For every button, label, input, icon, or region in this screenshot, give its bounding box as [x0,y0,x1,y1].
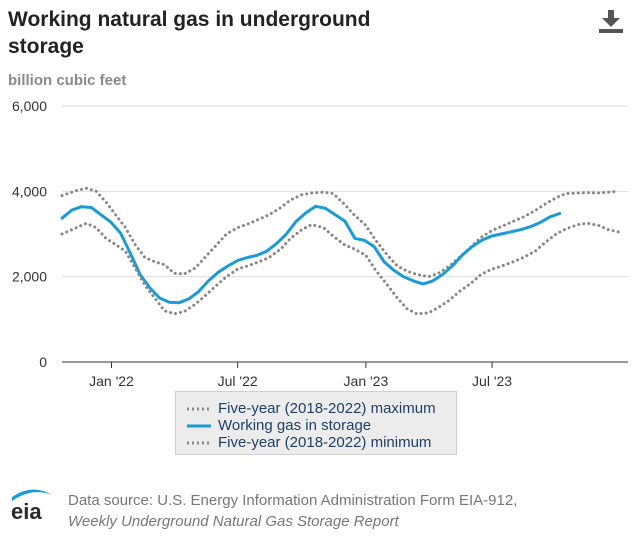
source-line-2: Weekly Underground Natural Gas Storage R… [68,513,399,530]
eia-logo-text: eia [11,499,42,521]
y-axis-ticks: 0 2,000 4,000 6,000 [12,98,47,370]
source-line-1: Data source: U.S. Energy Information Adm… [68,492,518,509]
legend-label: Working gas in storage [218,417,372,434]
dotted-line-swatch-icon [187,441,211,444]
x-tick-label: Jul '22 [218,373,258,387]
series-lines [60,186,620,316]
y-tick-label: 6,000 [12,98,47,114]
x-axis-ticks: Jan '22 Jul '22 Jan '23 Jul '23 [89,362,512,387]
x-tick-label: Jul '23 [472,373,512,387]
dotted-line-swatch-icon [187,407,211,410]
chart-title: Working natural gas in underground stora… [8,8,371,58]
series-line-maximum [60,186,620,279]
x-tick-label: Jan '22 [89,373,134,387]
y-tick-label: 0 [39,354,47,370]
eia-logo-icon: eia [11,489,52,521]
series-line-minimum [60,221,620,316]
legend-label: Five-year (2018-2022) maximum [218,400,436,417]
series-line-working-gas [60,204,562,305]
y-axis-unit-label: billion cubic feet [8,72,127,89]
download-icon[interactable] [598,10,624,34]
data-source: Data source: U.S. Energy Information Adm… [68,490,517,532]
solid-line-swatch-icon [187,424,211,427]
x-tick-label: Jan '23 [344,373,389,387]
y-tick-label: 2,000 [12,269,47,285]
legend-label: Five-year (2018-2022) minimum [218,434,432,451]
y-tick-label: 4,000 [12,183,47,199]
line-chart: 0 2,000 4,000 6,000 Jan '22 Jul '22 Jan '23 Ju… [12,98,628,387]
legend: Five-year (2018-2022) maximum Working ga… [175,391,457,455]
legend-item-minimum: Five-year (2018-2022) minimum [186,434,456,451]
legend-item-maximum: Five-year (2018-2022) maximum [186,400,456,417]
legend-item-working-gas: Working gas in storage [186,417,456,434]
grid-lines [62,105,628,363]
